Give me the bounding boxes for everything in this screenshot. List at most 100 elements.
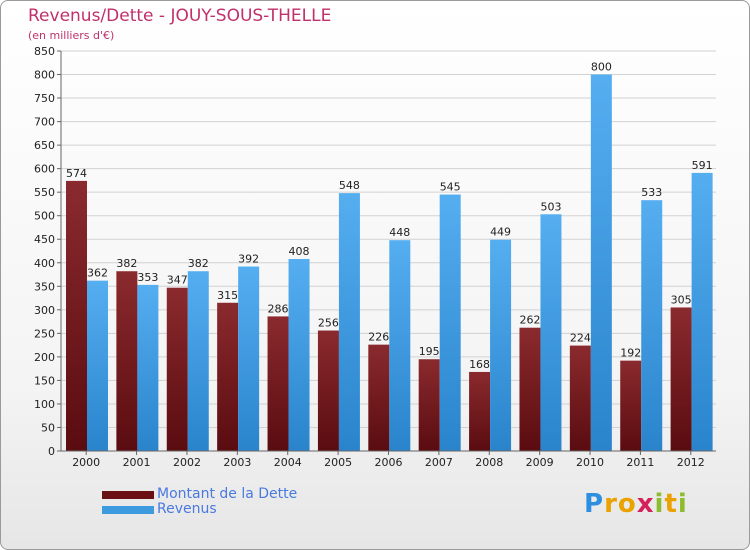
bar-revenue bbox=[641, 200, 663, 451]
data-label-debt: 262 bbox=[519, 314, 540, 327]
y-tick-label: 750 bbox=[34, 92, 55, 105]
bar-revenue bbox=[389, 240, 411, 451]
data-label-debt: 195 bbox=[419, 345, 440, 358]
logo-letter: i bbox=[654, 489, 665, 519]
y-tick-label: 150 bbox=[34, 374, 55, 387]
axis-layer: 0 50 100 150 200 250 300 350 400 450 500 550 600 650 7… bbox=[34, 45, 716, 469]
legend-label-debt: Montant de la Dette bbox=[157, 486, 298, 502]
y-tick-label: 100 bbox=[34, 398, 55, 411]
legend-swatch-revenue bbox=[102, 506, 154, 514]
bar-debt bbox=[569, 345, 591, 451]
bar-revenue bbox=[87, 280, 108, 451]
data-label-debt: 224 bbox=[570, 332, 591, 345]
data-label-revenue: 362 bbox=[87, 267, 108, 280]
bar-revenue bbox=[288, 259, 310, 451]
x-tick-label: 2002 bbox=[173, 456, 201, 469]
data-label-revenue: 448 bbox=[389, 226, 410, 239]
bar-revenue bbox=[238, 266, 260, 451]
logo-letter: x bbox=[636, 489, 655, 519]
data-label-revenue: 545 bbox=[440, 181, 461, 194]
y-tick-label: 350 bbox=[34, 280, 55, 293]
y-tick-label: 500 bbox=[34, 210, 55, 223]
x-tick-label: 2007 bbox=[425, 456, 453, 469]
x-tick-label: 2005 bbox=[324, 456, 352, 469]
y-tick-label: 300 bbox=[34, 304, 55, 317]
y-tick-label: 250 bbox=[34, 327, 55, 340]
data-label-debt: 315 bbox=[217, 289, 238, 302]
logo-letter: i bbox=[677, 489, 688, 519]
data-label-debt: 192 bbox=[620, 347, 641, 360]
data-label-revenue: 591 bbox=[692, 159, 713, 172]
x-tick-label: 2004 bbox=[274, 456, 302, 469]
x-tick-label: 2008 bbox=[475, 456, 503, 469]
logo-letter: P bbox=[584, 489, 605, 519]
data-label-debt: 286 bbox=[268, 302, 289, 315]
bar-debt bbox=[469, 371, 491, 451]
bar-revenue bbox=[439, 194, 461, 451]
data-label-debt: 305 bbox=[671, 293, 692, 306]
bar-debt bbox=[418, 359, 440, 451]
x-tick-label: 2010 bbox=[576, 456, 604, 469]
bar-debt bbox=[66, 180, 87, 451]
data-label-debt: 382 bbox=[116, 257, 137, 270]
bar-revenue bbox=[187, 271, 209, 451]
data-label-revenue: 800 bbox=[591, 61, 612, 74]
data-label-debt: 168 bbox=[469, 358, 490, 371]
y-tick-label: 450 bbox=[34, 233, 55, 246]
y-tick-label: 600 bbox=[34, 163, 55, 176]
bar-revenue bbox=[338, 193, 360, 451]
y-tick-label: 200 bbox=[34, 351, 55, 364]
data-label-debt: 226 bbox=[368, 331, 389, 344]
bar-debt bbox=[116, 271, 138, 451]
bar-debt bbox=[317, 330, 339, 451]
x-tick-label: 2003 bbox=[223, 456, 251, 469]
bar-debt bbox=[217, 302, 239, 451]
data-label-revenue: 408 bbox=[289, 245, 310, 258]
legend-label-revenue: Revenus bbox=[157, 501, 217, 517]
y-tick-label: 400 bbox=[34, 257, 55, 270]
bar-debt bbox=[368, 344, 390, 451]
data-label-debt: 347 bbox=[167, 274, 188, 287]
bar-revenue bbox=[540, 214, 562, 451]
data-label-revenue: 503 bbox=[540, 200, 561, 213]
x-tick-label: 2001 bbox=[123, 456, 151, 469]
data-label-revenue: 353 bbox=[137, 271, 158, 284]
data-label-revenue: 533 bbox=[641, 186, 662, 199]
logo-letter: r bbox=[604, 489, 618, 519]
y-tick-label: 700 bbox=[34, 116, 55, 129]
data-label-debt: 574 bbox=[66, 167, 87, 180]
x-tick-label: 2011 bbox=[626, 456, 654, 469]
data-label-revenue: 392 bbox=[238, 253, 259, 266]
bar-revenue bbox=[137, 284, 159, 451]
x-tick-label: 2012 bbox=[677, 456, 705, 469]
y-tick-label: 0 bbox=[48, 445, 55, 458]
data-label-revenue: 382 bbox=[188, 257, 209, 270]
data-label-revenue: 449 bbox=[490, 226, 511, 239]
data-label-revenue: 548 bbox=[339, 179, 360, 192]
x-tick-label: 2000 bbox=[72, 456, 100, 469]
bar-revenue bbox=[590, 74, 612, 451]
logo-letter: t bbox=[664, 489, 678, 519]
data-label-debt: 256 bbox=[318, 317, 339, 330]
bar-debt bbox=[267, 316, 289, 451]
y-tick-label: 50 bbox=[41, 421, 55, 434]
y-tick-label: 650 bbox=[34, 139, 55, 152]
bar-debt bbox=[620, 360, 642, 451]
legend-swatch-debt bbox=[102, 491, 154, 499]
proxiti-logo: Proxiti bbox=[584, 489, 688, 519]
chart-title: Revenus/Dette - JOUY-SOUS-THELLE bbox=[28, 6, 332, 26]
x-tick-label: 2009 bbox=[526, 456, 554, 469]
bar-debt bbox=[670, 307, 692, 451]
y-tick-label: 850 bbox=[34, 45, 55, 58]
bar-revenue bbox=[490, 239, 512, 451]
y-tick-label: 550 bbox=[34, 186, 55, 199]
bar-revenue bbox=[691, 172, 713, 451]
bar-debt bbox=[519, 327, 541, 451]
y-tick-label: 800 bbox=[34, 69, 55, 82]
chart-subtitle: (en milliers d'€) bbox=[28, 29, 115, 42]
x-tick-label: 2006 bbox=[375, 456, 403, 469]
bar-debt bbox=[166, 287, 188, 451]
